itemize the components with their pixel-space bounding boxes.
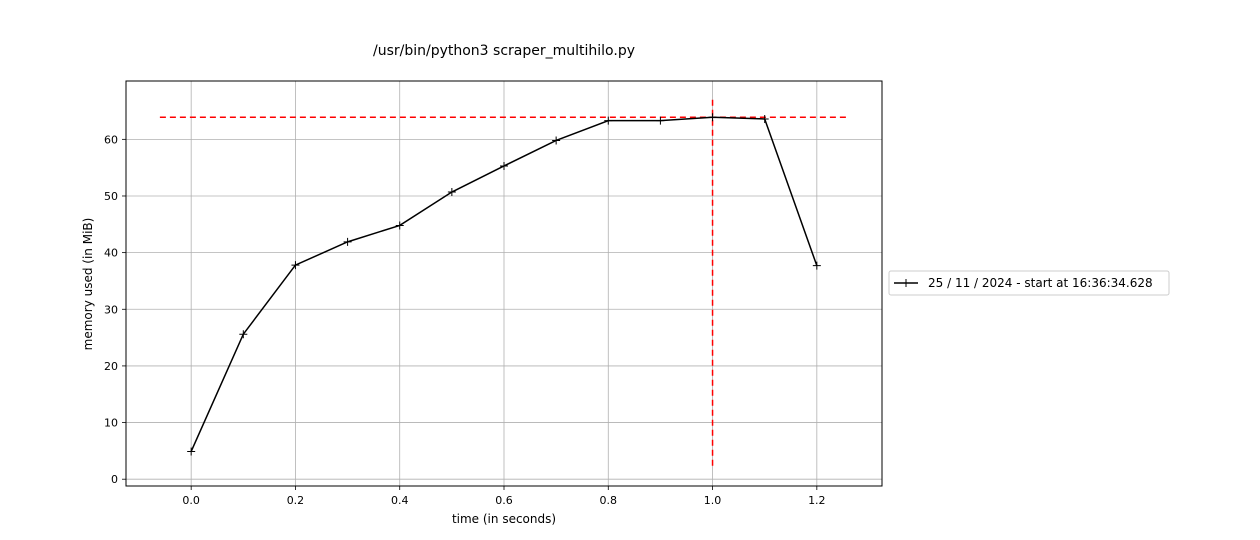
data-point-marker (447, 188, 456, 197)
data-point-marker (760, 114, 769, 123)
x-tick-label: 0.6 (495, 494, 513, 507)
data-point-marker (343, 237, 352, 246)
x-tick-label: 0.4 (391, 494, 409, 507)
y-tick-label: 30 (104, 303, 118, 316)
x-axis-label: time (in seconds) (452, 512, 556, 526)
x-tick-label: 0.0 (182, 494, 200, 507)
data-point-marker (708, 113, 717, 122)
data-point-marker (552, 136, 561, 145)
y-tick-label: 10 (104, 417, 118, 430)
series-layer (187, 113, 821, 456)
legend-series-label: 25 / 11 / 2024 - start at 16:36:34.628 (928, 276, 1153, 290)
y-axis-label: memory used (in MiB) (81, 218, 95, 351)
data-point-marker (812, 261, 821, 270)
x-tick-label: 0.8 (600, 494, 618, 507)
data-point-marker (291, 261, 300, 270)
x-tick-label: 1.0 (704, 494, 722, 507)
y-tick-label: 40 (104, 247, 118, 260)
legend-series-marker (902, 279, 910, 287)
data-point-marker (239, 330, 248, 339)
chart-title: /usr/bin/python3 scraper_multihilo.py (373, 43, 635, 59)
x-tick-label: 0.2 (287, 494, 305, 507)
data-point-marker (500, 161, 508, 170)
data-point-marker (395, 221, 404, 230)
x-tick-label: 1.2 (808, 494, 826, 507)
axis-ticks: 0.0 0.2 0.4 0.6 0.8 1.0 1.2 0 10 20 30 40 50 60 (104, 133, 826, 507)
y-tick-label: 60 (104, 133, 118, 146)
data-point-marker (656, 116, 665, 125)
data-point-marker (187, 447, 196, 456)
grid (126, 81, 882, 486)
legend: 25 / 11 / 2024 - start at 16:36:34.628 (888, 270, 1170, 296)
y-tick-label: 20 (104, 360, 118, 373)
y-tick-label: 0 (111, 473, 118, 486)
y-tick-label: 50 (104, 190, 118, 203)
data-point-marker (604, 116, 613, 125)
legend-frame (888, 270, 1170, 296)
